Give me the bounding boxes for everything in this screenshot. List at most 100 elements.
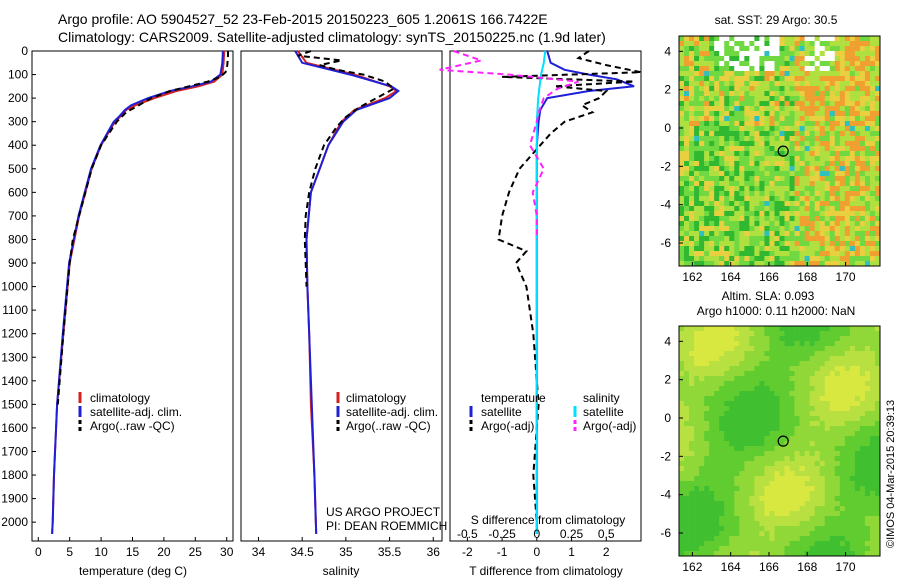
heatmap-cell — [744, 176, 750, 182]
heatmap-cell — [814, 421, 820, 427]
heatmap-cell — [734, 261, 740, 267]
heatmap-cell — [769, 386, 775, 392]
heatmap-cell — [809, 81, 815, 87]
heatmap-cell — [714, 546, 720, 552]
heatmap-cell — [689, 61, 695, 67]
heatmap-cell — [834, 191, 841, 197]
heatmap-cell — [829, 396, 836, 402]
heatmap-cell — [754, 421, 760, 427]
heatmap-cell — [684, 86, 690, 92]
heatmap-cell — [764, 511, 770, 517]
heatmap-cell — [869, 101, 876, 107]
heatmap-cell — [849, 416, 856, 422]
heatmap-cell — [684, 96, 690, 102]
heatmap-cell — [854, 461, 861, 467]
heatmap-cell — [794, 166, 800, 172]
heatmap-cell — [699, 51, 705, 57]
heatmap-cell — [749, 251, 755, 257]
heatmap-cell — [759, 541, 765, 547]
heatmap-cell — [714, 536, 720, 542]
heatmap-cell — [804, 106, 810, 112]
heatmap-cell — [714, 326, 720, 332]
heatmap-cell — [699, 486, 705, 492]
heatmap-cell — [844, 501, 851, 507]
heatmap-cell — [719, 206, 725, 212]
heatmap-cell — [859, 371, 866, 377]
heatmap-cell — [799, 91, 805, 97]
heatmap-cell — [844, 461, 851, 467]
heatmap-cell — [679, 451, 685, 457]
heatmap-cell — [704, 111, 710, 117]
heatmap-cell — [834, 511, 841, 517]
heatmap-cell — [834, 451, 841, 457]
heatmap-cell — [764, 241, 770, 247]
heatmap-cell — [749, 536, 755, 542]
heatmap-cell — [794, 96, 800, 102]
heatmap-cell — [744, 71, 750, 77]
heatmap-cell — [809, 481, 815, 487]
heatmap-cell — [874, 421, 881, 427]
heatmap-cell — [844, 156, 851, 162]
heatmap-cell — [834, 446, 841, 452]
heatmap-cell — [689, 101, 695, 107]
heatmap-cell — [779, 176, 785, 182]
heatmap-cell — [704, 511, 710, 517]
heatmap-cell — [779, 506, 785, 512]
heatmap-cell — [789, 96, 795, 102]
heatmap-cell — [809, 391, 815, 397]
heatmap-cell — [774, 231, 780, 237]
heatmap-cell — [699, 531, 705, 537]
heatmap-cell — [714, 491, 720, 497]
heatmap-cell — [789, 501, 795, 507]
heatmap-cell — [829, 106, 836, 112]
heatmap-cell — [694, 471, 700, 477]
heatmap-cell — [729, 121, 735, 127]
heatmap-cell — [684, 146, 690, 152]
heatmap-cell — [849, 81, 856, 87]
heatmap-cell — [854, 391, 861, 397]
heatmap-cell — [814, 91, 820, 97]
heatmap-cell — [779, 136, 785, 142]
heatmap-cell — [694, 526, 700, 532]
heatmap-cell — [839, 331, 846, 337]
heatmap-cell — [779, 526, 785, 532]
heatmap-cell — [859, 391, 866, 397]
heatmap-cell — [819, 201, 826, 207]
heatmap-cell — [874, 141, 881, 147]
heatmap-cell — [764, 391, 770, 397]
heatmap-cell — [744, 41, 750, 47]
heatmap-cell — [794, 446, 800, 452]
heatmap-cell — [694, 411, 700, 417]
heatmap-cell — [684, 341, 690, 347]
heatmap-cell — [694, 466, 700, 472]
heatmap-cell — [854, 231, 861, 237]
heatmap-cell — [854, 131, 861, 137]
heatmap-cell — [829, 441, 836, 447]
depth-tick-label: 100 — [8, 68, 28, 82]
heatmap-cell — [699, 121, 705, 127]
heatmap-cell — [689, 541, 695, 547]
heatmap-cell — [769, 401, 775, 407]
heatmap-cell — [739, 446, 745, 452]
heatmap-cell — [859, 151, 866, 157]
heatmap-cell — [704, 411, 710, 417]
heatmap-cell — [739, 261, 745, 267]
heatmap-cell — [809, 181, 815, 187]
heatmap-cell — [689, 41, 695, 47]
heatmap-cell — [864, 101, 871, 107]
heatmap-cell — [834, 496, 841, 502]
heatmap-cell — [809, 231, 815, 237]
heatmap-cell — [739, 476, 745, 482]
heatmap-cell — [839, 121, 846, 127]
heatmap-cell — [824, 206, 831, 212]
heatmap-cell — [754, 181, 760, 187]
heatmap-cell — [709, 101, 715, 107]
heatmap-cell — [699, 156, 705, 162]
heatmap-cell — [694, 131, 700, 137]
heatmap-cell — [714, 136, 720, 142]
heatmap-cell — [774, 171, 780, 177]
heatmap-cell — [724, 516, 730, 522]
heatmap-cell — [724, 481, 730, 487]
heatmap-cell — [689, 221, 695, 227]
